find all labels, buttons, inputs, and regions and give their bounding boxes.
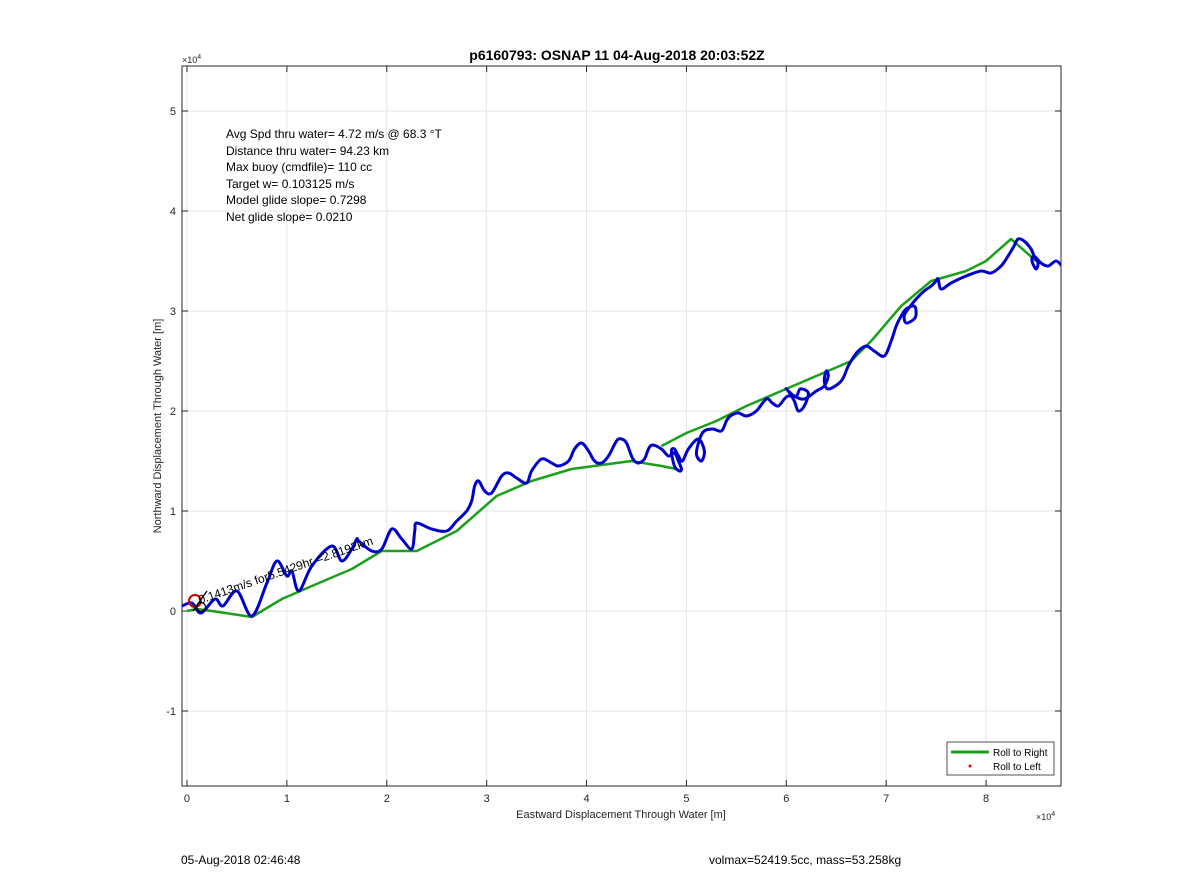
y-axis-ticks: -1 0 1 2 3 4 5 [166, 106, 1061, 718]
y-tick-label: 5 [170, 106, 176, 118]
y-exponent-base: ×10 [182, 55, 197, 65]
x-tick-label: 5 [683, 793, 689, 805]
x-axis-label: Eastward Displacement Through Water [m] [516, 809, 726, 821]
series-line-roll-right-1 [660, 237, 1037, 448]
x-exponent-base: ×10 [1036, 812, 1051, 822]
chart-title: p6160793: OSNAP 11 04-Aug-2018 20:03:52Z [469, 47, 765, 63]
x-tick-label: 7 [883, 793, 889, 805]
x-exponent-power: 4 [1051, 811, 1055, 818]
annotation-net-glide: Net glide slope= 0.0210 [226, 210, 353, 224]
y-exponent-label: ×104 [182, 54, 201, 65]
annotation-distance: Distance thru water= 94.23 km [226, 144, 389, 158]
legend-swatch-roll-left [968, 764, 972, 768]
annotation-target-w: Target w= 0.103125 m/s [226, 177, 354, 191]
y-exponent-power: 4 [197, 54, 201, 61]
footer-timestamp: 05-Aug-2018 02:46:48 [181, 853, 301, 867]
y-axis-label: Northward Displacement Through Water [m] [152, 319, 164, 534]
series-layer [182, 237, 1061, 619]
y-tick-label: 1 [170, 506, 176, 518]
current-vector-arrow [192, 590, 208, 612]
x-tick-label: 6 [783, 793, 789, 805]
x-tick-label: 4 [583, 793, 589, 805]
y-tick-label: -1 [166, 706, 176, 718]
y-tick-label: 2 [170, 406, 176, 418]
grid-lines [182, 66, 1061, 786]
annotation-model-glide: Model glide slope= 0.7298 [226, 193, 367, 207]
x-tick-label: 1 [284, 793, 290, 805]
x-tick-label: 0 [184, 793, 190, 805]
start-marker [187, 594, 202, 608]
annotation-block: Avg Spd thru water= 4.72 m/s @ 68.3 °T D… [226, 127, 443, 224]
x-tick-label: 2 [384, 793, 390, 805]
x-axis-ticks: 0 1 2 3 4 5 6 7 8 [184, 66, 989, 805]
annotation-avg-speed: Avg Spd thru water= 4.72 m/s @ 68.3 °T [226, 127, 443, 141]
series-line-roll-right-0 [186, 459, 677, 619]
x-exponent-label: ×104 [1036, 811, 1055, 822]
footer-mass-info: volmax=52419.5cc, mass=53.258kg [709, 853, 902, 867]
legend-box [946, 741, 1055, 776]
legend-label-roll-right: Roll to Right [993, 748, 1048, 759]
legend: Roll to Right Roll to Left [946, 741, 1055, 776]
series-line-glider-track [182, 237, 1061, 618]
plot-area-frame [181, 65, 1062, 787]
y-tick-label: 3 [170, 306, 176, 318]
x-tick-label: 3 [484, 793, 490, 805]
y-tick-label: 0 [170, 606, 176, 618]
x-tick-label: 8 [983, 793, 989, 805]
legend-label-roll-left: Roll to Left [993, 762, 1041, 773]
annotation-max-buoy: Max buoy (cmdfile)= 110 cc [226, 160, 372, 174]
series-group [182, 237, 1061, 619]
y-tick-label: 4 [170, 206, 176, 218]
